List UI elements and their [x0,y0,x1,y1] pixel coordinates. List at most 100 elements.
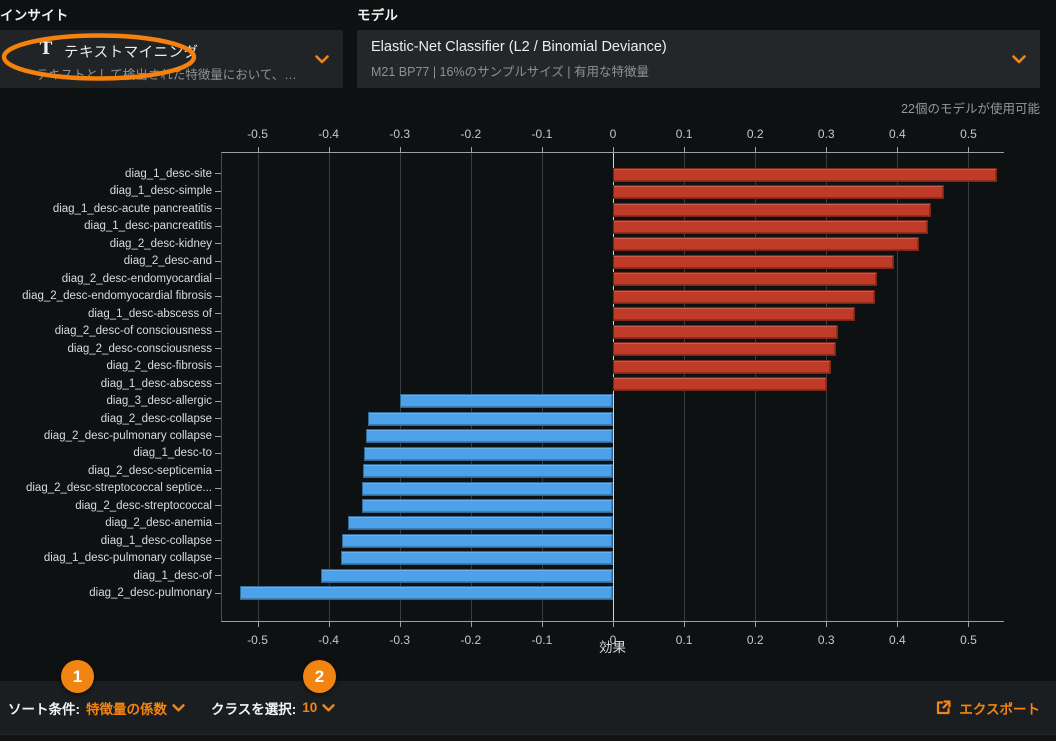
y-axis-label: diag_2_desc-anemia [105,517,212,530]
y-axis-label-row: diag_2_desc-streptococcal [0,497,221,514]
axis-tick [613,147,614,152]
y-axis-label: diag_1_desc-abscess of [87,307,212,320]
insight-selector[interactable]: T テキストマイニング テキストとして検出された特徴量において、単語... [0,30,343,88]
y-axis-tick [215,540,221,542]
axis-tick-label: 0.1 [675,127,693,141]
axis-tick [399,147,401,152]
y-axis-label-row: diag_1_desc-to [0,445,221,462]
axis-tick-label: 0.2 [746,633,764,647]
negative-bar[interactable] [347,516,613,531]
axis-tick-label: -0.1 [531,127,553,141]
axis-tick [541,622,543,627]
y-axis-tick [215,313,221,315]
y-axis-label-row: diag_2_desc-pulmonary collapse [0,427,221,444]
negative-bar[interactable] [364,446,613,461]
y-axis-tick [215,260,221,262]
sort-by-value[interactable]: 特徴量の係数 [86,701,167,717]
gridline [897,153,899,621]
y-axis-label: diag_2_desc-streptococcal septice... [25,482,212,495]
y-axis-label: diag_3_desc-allergic [106,395,212,408]
chevron-down-icon[interactable] [172,703,185,712]
axis-tick [755,147,757,152]
bar-row [222,306,1004,323]
x-axis-title: 効果 [599,640,626,655]
positive-bar[interactable] [613,307,855,322]
chevron-down-icon[interactable] [322,703,335,712]
axis-tick-label: -0.1 [531,633,553,647]
bar-row [222,166,1004,183]
bar-row [222,340,1004,357]
positive-bar[interactable] [613,376,827,391]
export-label[interactable]: エクスポート [959,701,1040,717]
bar-row [222,323,1004,340]
positive-bar[interactable] [613,272,878,287]
negative-bar[interactable] [320,568,613,583]
bar-row [222,567,1004,584]
positive-bar[interactable] [613,289,876,304]
positive-bar[interactable] [613,220,928,235]
y-axis-label: diag_2_desc-consciousness [67,342,212,355]
bar-row [222,515,1004,532]
axis-tick-label: -0.5 [247,127,268,141]
y-axis-tick [215,452,221,454]
y-axis-label-row: diag_1_desc-simple [0,182,221,199]
model-selector[interactable]: Elastic-Net Classifier (L2 / Binomial De… [357,30,1040,88]
sort-by-label: ソート条件: [8,701,80,717]
bar-row [222,585,1004,602]
bottom-strip [0,734,1056,741]
positive-bar[interactable] [613,342,837,357]
gridline [328,153,330,621]
positive-bar[interactable] [613,237,919,252]
chevron-down-icon[interactable] [1012,55,1026,64]
chevron-down-icon[interactable] [315,55,329,64]
y-axis-label-row: diag_1_desc-abscess of [0,305,221,322]
positive-bar[interactable] [613,167,997,182]
bar-row [222,253,1004,270]
y-axis-label-row: diag_2_desc-anemia [0,515,221,532]
axis-tick-label: 0.1 [675,633,693,647]
y-axis-label: diag_1_desc-collapse [100,534,212,547]
axis-tick [826,622,828,627]
select-class-dropdown[interactable]: クラスを選択: 10 [211,698,335,718]
negative-bar[interactable] [399,394,613,409]
negative-bar[interactable] [362,464,613,479]
negative-bar[interactable] [367,411,613,426]
negative-bar[interactable] [341,551,613,566]
axis-tick [826,147,828,152]
y-axis-label: diag_1_desc-abscess [100,377,212,390]
export-button[interactable]: エクスポート [935,698,1040,718]
positive-bar[interactable] [613,185,944,200]
y-axis-tick [215,348,221,350]
bar-rows [222,166,1004,602]
y-axis-label: diag_2_desc-pulmonary [89,587,212,600]
y-axis-label: diag_1_desc-pancreatitis [84,220,212,233]
sort-by-dropdown[interactable]: ソート条件: 特徴量の係数 [8,698,185,718]
y-axis-label: diag_1_desc-to [133,447,212,460]
positive-bar[interactable] [613,359,832,374]
bar-row [222,480,1004,497]
positive-bar[interactable] [613,324,838,339]
y-axis-label: diag_2_desc-and [123,255,212,268]
select-class-value[interactable]: 10 [302,700,318,715]
positive-bar[interactable] [613,254,894,269]
axis-tick-label: 0.4 [889,633,906,647]
y-axis-label-row: diag_1_desc-pulmonary collapse [0,550,221,567]
axis-tick [613,622,614,627]
y-axis-label: diag_2_desc-collapse [100,412,212,425]
negative-bar[interactable] [362,481,613,496]
y-axis-tick [215,592,221,594]
y-axis-label: diag_2_desc-pulmonary collapse [43,430,212,442]
negative-bar[interactable] [362,499,613,514]
y-axis-tick [215,365,221,367]
negative-bar[interactable] [342,533,613,548]
axis-tick [257,147,259,152]
negative-bar[interactable] [366,429,613,444]
y-axis-label: diag_2_desc-fibrosis [106,360,212,373]
axis-tick-label: 0.2 [746,127,764,141]
export-icon [937,700,951,715]
y-axis-label-row: diag_2_desc-septicemia [0,462,221,479]
y-axis-label: diag_2_desc-endomyocardial [61,272,212,285]
negative-bar[interactable] [239,586,613,601]
positive-bar[interactable] [613,202,931,217]
gridline [399,153,401,621]
